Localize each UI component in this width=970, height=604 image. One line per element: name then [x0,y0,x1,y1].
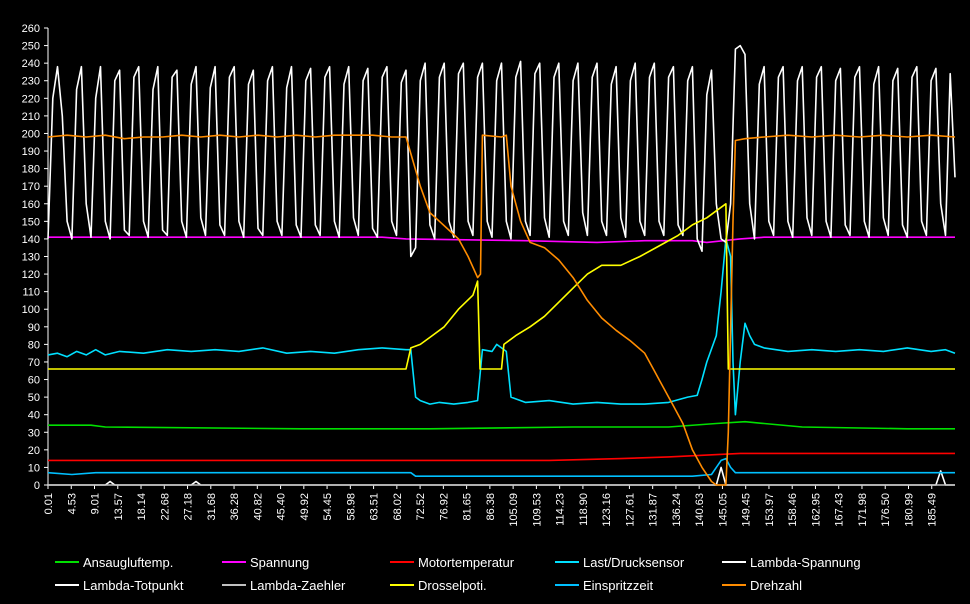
x-tick-label: 9.01 [90,493,102,514]
x-tick-label: 54.45 [322,493,334,521]
x-tick-label: 13.57 [113,493,125,521]
series-line-motortemperatur [48,452,955,462]
x-tick-label: 153.97 [764,493,776,527]
legend-label-ansaugluftemp-: Ansaugluftemp. [83,555,173,570]
y-tick-label: 260 [22,23,40,35]
x-tick-label: 18.14 [136,493,148,521]
legend-label-drosselpoti-: Drosselpoti. [418,578,487,593]
y-axis: 0 10 20 30 40 50 60 70 80 90 100 110 120 130 140 150 160… [22,23,49,492]
x-tick-label: 58.98 [345,493,357,521]
y-tick-label: 170 [22,181,40,193]
y-tick-label: 210 [22,111,40,123]
legend-label-einspritzzeit: Einspritzzeit [583,578,653,593]
x-tick-label: 171.98 [857,493,869,527]
x-tick-label: 162.95 [810,493,822,527]
x-tick-label: 76.92 [438,493,450,521]
x-tick-label: 31.68 [206,493,218,521]
x-tick-label: 40.82 [252,493,264,521]
y-tick-label: 20 [28,445,40,457]
y-tick-label: 110 [22,287,40,299]
series-line-spannung [48,236,955,244]
x-tick-label: 136.24 [671,493,683,527]
x-tick-label: 118.90 [578,493,590,526]
x-tick-label: 45.40 [276,493,288,521]
x-tick-label: 63.51 [369,493,381,521]
y-tick-label: 130 [22,252,40,264]
legend-label-lambda-spannung: Lambda-Spannung [750,555,861,570]
x-tick-label: 109.53 [531,493,543,527]
x-tick-label: 86.38 [485,493,497,521]
x-tick-label: 180.99 [903,493,915,527]
legend-label-drehzahl: Drehzahl [750,578,802,593]
y-tick-label: 40 [28,410,40,422]
series-line-drehzahl [47,134,956,486]
y-tick-label: 190 [22,146,40,158]
x-tick-label: 72.52 [415,493,427,521]
y-tick-label: 220 [22,93,40,105]
x-tick-label: 36.28 [229,493,241,521]
x-tick-label: 158.46 [787,493,799,527]
x-tick-label: 0.01 [43,493,55,514]
x-tick-label: 140.63 [694,493,706,527]
x-tick-label: 145.05 [717,493,729,527]
legend-label-lambda-zaehler: Lambda-Zaehler [250,578,346,593]
y-tick-label: 100 [22,304,40,316]
y-tick-label: 150 [22,216,40,228]
x-tick-label: 49.92 [299,493,311,521]
x-tick-label: 185.49 [927,493,939,527]
legend-label-last-drucksensor: Last/Drucksensor [583,555,685,570]
x-tick-label: 167.43 [834,493,846,527]
y-tick-label: 250 [22,41,40,53]
y-tick-label: 30 [28,427,40,439]
x-tick-label: 22.68 [159,493,171,521]
x-tick-label: 105.09 [508,493,520,527]
y-tick-label: 50 [28,392,40,404]
y-tick-label: 230 [22,76,40,88]
y-tick-label: 240 [22,58,40,70]
x-tick-label: 27.18 [183,493,195,521]
x-axis: 0.01 4.53 9.01 13.57 18.14 22.68 27.18 31.68 36.… [43,484,955,527]
x-tick-label: 4.53 [66,493,78,514]
y-tick-label: 120 [22,269,40,281]
series-line-einspritzzeit [47,457,955,477]
y-tick-label: 10 [28,462,40,474]
series-line-last-drucksensor [47,238,956,416]
series-line-drosselpoti- [48,203,955,370]
legend-label-spannung: Spannung [250,555,309,570]
legend: Ansaugluftemp. Spannung Motortemperatur Las… [55,555,861,593]
x-tick-label: 149.45 [741,493,753,527]
x-tick-label: 176.50 [880,493,892,527]
legend-label-lambda-totpunkt: Lambda-Totpunkt [83,578,184,593]
plot-area [47,44,956,486]
y-tick-label: 160 [22,199,40,211]
y-tick-label: 80 [28,339,40,351]
x-tick-label: 114.23 [555,493,567,526]
x-tick-label: 68.02 [392,493,404,521]
x-tick-label: 81.65 [462,493,474,521]
x-tick-label: 131.87 [648,493,660,527]
legend-label-motortemperatur: Motortemperatur [418,555,515,570]
y-tick-label: 70 [28,357,40,369]
x-tick-label: 127.61 [624,493,636,527]
series-line-ansaugluftemp- [48,420,955,430]
y-tick-label: 140 [22,234,40,246]
y-tick-label: 60 [28,375,40,387]
y-tick-label: 180 [22,164,40,176]
y-tick-label: 0 [34,480,40,492]
y-tick-label: 90 [28,322,40,334]
y-tick-label: 200 [22,128,40,140]
series-line-lambda-spannung [47,44,956,258]
x-tick-label: 123.16 [601,493,613,527]
